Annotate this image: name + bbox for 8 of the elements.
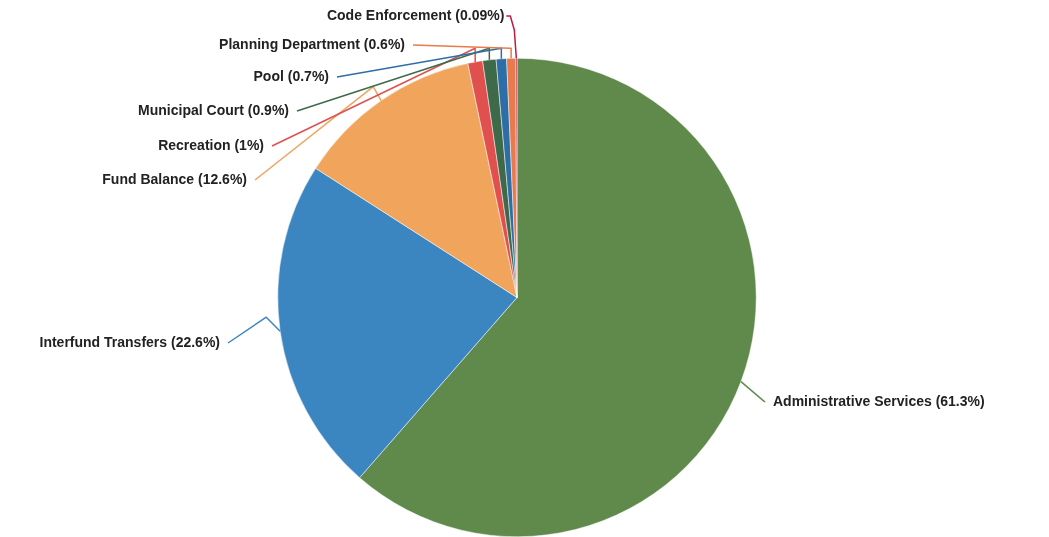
slice-label: Interfund Transfers (22.6%) bbox=[39, 333, 220, 350]
slice-label: Fund Balance (12.6%) bbox=[102, 170, 247, 187]
slice-label: Planning Department (0.6%) bbox=[219, 35, 405, 52]
slice-label: Pool (0.7%) bbox=[253, 67, 329, 84]
slice-label: Municipal Court (0.9%) bbox=[138, 101, 289, 118]
slice-label: Code Enforcement (0.09%) bbox=[326, 6, 505, 23]
slice-label: Recreation (1%) bbox=[158, 136, 264, 153]
slice-label: Administrative Services (61.3%) bbox=[773, 392, 985, 409]
